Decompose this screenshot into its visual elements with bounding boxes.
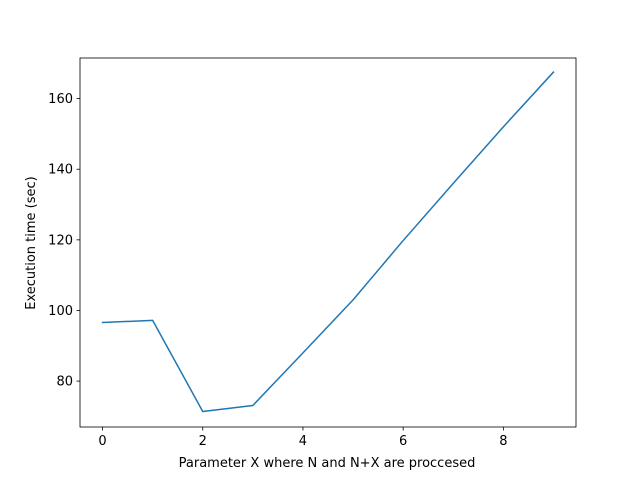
y-tick-label: 140 xyxy=(48,163,73,178)
x-tick-label: 6 xyxy=(399,434,407,449)
y-axis-label: Execution time (sec) xyxy=(24,176,39,310)
series-line-0 xyxy=(101,71,555,413)
y-tick-label: 120 xyxy=(48,233,73,248)
x-tick-label: 2 xyxy=(199,434,207,449)
y-tick-label: 100 xyxy=(48,304,73,319)
y-tick-label: 160 xyxy=(48,92,73,107)
y-tick-label: 80 xyxy=(56,375,73,390)
axes-frame xyxy=(79,57,577,428)
x-tick-label: 8 xyxy=(499,434,507,449)
x-tick-label: 0 xyxy=(98,434,106,449)
plot-area: 0 2 4 6 8 80 100 120 140 160 xyxy=(48,57,577,449)
x-axis-label: Parameter X where N and N+X are proccese… xyxy=(179,456,476,471)
x-tick-label: 4 xyxy=(299,434,307,449)
